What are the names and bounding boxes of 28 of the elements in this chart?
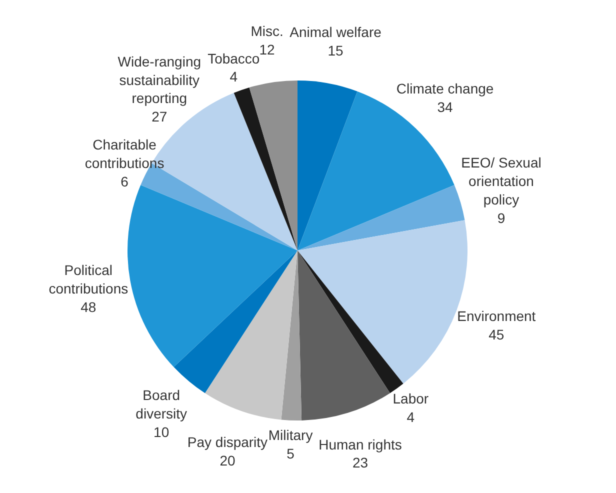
slice-label: Animal welfare [290,24,382,40]
slice-label: Military [268,426,313,443]
data-label: 27 [152,108,168,125]
data-label: 4 [406,409,415,426]
data-label: 12 [259,41,276,58]
slice-label: Political contributions [48,262,128,297]
slice-label: EEO/ Sexual orientation policy [461,154,542,208]
data-label: 15 [328,42,344,59]
data-label: 9 [497,210,506,226]
data-label: 34 [437,98,454,115]
slice-label: Charitable contributions [84,136,164,172]
slice-label: Tobacco [208,50,260,66]
slice-label: Misc. [250,22,284,39]
slice-label: Environment [457,308,536,324]
data-label: 23 [352,454,368,471]
data-label: 4 [230,68,238,85]
data-label: 20 [220,452,236,468]
slice-label: Climate change [396,80,494,96]
slice-label: Wide-ranging sustainability reporting [118,53,202,106]
data-label: 5 [286,445,295,462]
data-label: 10 [154,424,170,440]
slice-label: Human rights [318,436,402,452]
slice-label: Pay disparity [187,434,268,450]
slice-label: Board diversity [136,387,188,422]
slice-label: Labor [392,390,429,407]
data-label: 6 [120,174,129,190]
data-label: 45 [488,326,504,343]
data-label: 48 [80,298,96,315]
